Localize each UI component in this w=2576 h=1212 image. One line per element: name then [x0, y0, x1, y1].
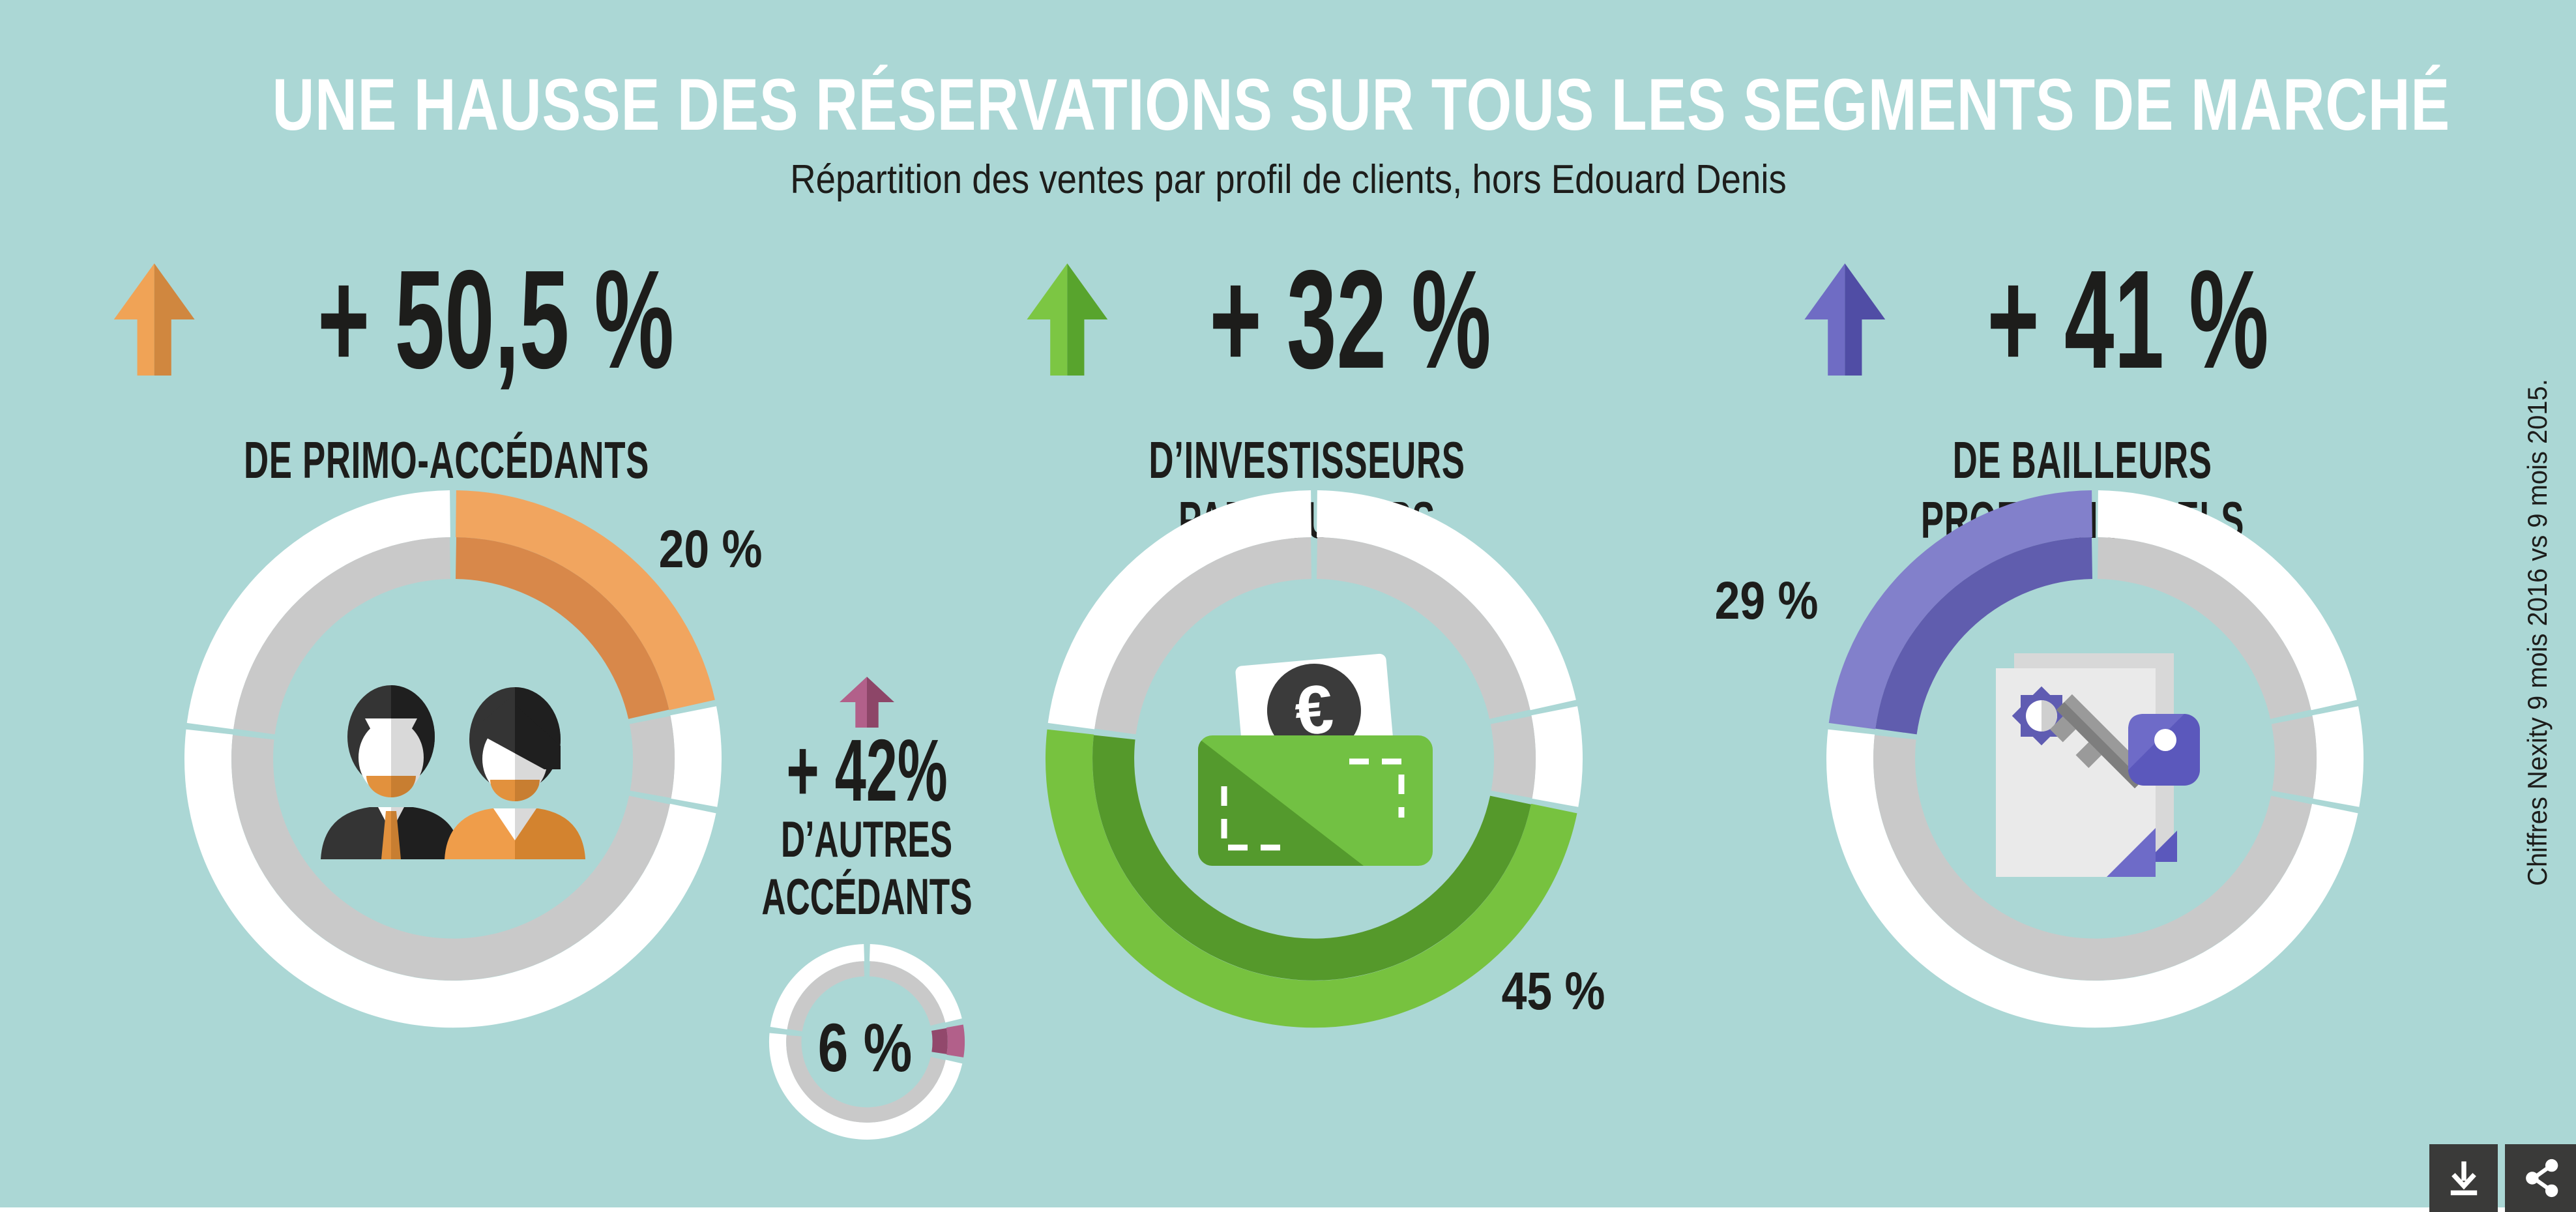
stat-bailleurs: + 41 %	[1804, 241, 2348, 398]
donut-chart-bailleurs	[1826, 490, 2364, 1028]
donut-segment-highlight	[456, 537, 669, 719]
donut-segment-base	[2098, 490, 2357, 711]
donut-segment-base	[2312, 706, 2364, 807]
arrow-up-green-icon	[1027, 263, 1108, 376]
stat-primo-accedants: + 50,5 %	[113, 241, 774, 398]
donut-chart-primo	[184, 490, 722, 1028]
donut-segment-base	[1317, 537, 1530, 719]
donut-segment-base	[1094, 537, 1311, 735]
donut-segment-base	[1873, 735, 2312, 981]
donut-segment-base	[869, 943, 962, 1023]
donut-segment-base	[670, 706, 722, 807]
donut-value-primo: 20 %	[658, 520, 763, 579]
donut-value-bailleurs: 29 %	[1714, 571, 1819, 630]
donut-segment-base	[2271, 716, 2317, 798]
donut-segment-base	[1317, 490, 1576, 711]
donut-segment-base	[184, 729, 716, 1028]
donut-segment-base	[869, 961, 946, 1026]
download-button[interactable]	[2429, 1144, 2498, 1212]
donut-segment-base	[1826, 729, 2358, 1028]
stat-investisseurs: + 32 %	[1027, 241, 1570, 398]
arrow-up-purple-icon	[1804, 263, 1886, 376]
arrow-up-orange-icon	[113, 263, 195, 376]
download-icon	[2450, 1161, 2477, 1196]
page-subtitle: Répartition des ventes par profil de cli…	[789, 157, 1787, 202]
page-title: UNE HAUSSE DES RÉSERVATIONS SUR TOUS LES…	[272, 64, 2450, 145]
donut-segment-base	[787, 961, 865, 1031]
donut-segment-highlight	[1045, 729, 1577, 1028]
donut-segment-highlight	[1875, 537, 2092, 735]
wallet-euro-icon: €	[1198, 653, 1433, 866]
stat-delta: + 50,5 %	[317, 241, 674, 398]
donut-segment-highlight	[1828, 490, 2092, 730]
bottom-edge-strip	[0, 1207, 2576, 1212]
donut-segment-highlight	[1092, 735, 1531, 981]
donut-segment-base	[186, 490, 450, 730]
donut-value-autres: 6 %	[817, 1010, 913, 1086]
share-button[interactable]	[2505, 1144, 2576, 1212]
donut-segment-base	[231, 735, 670, 981]
donut-segment-base	[1047, 490, 1311, 730]
donut-segment-base	[768, 1033, 963, 1140]
donut-segment-base	[1490, 716, 1536, 798]
stat-delta: + 41 %	[1987, 241, 2269, 398]
source-note: Chiffres Nexity 9 mois 2016 vs 9 mois 20…	[2522, 379, 2553, 886]
donut-chart-investisseurs: €	[1045, 490, 1583, 1028]
stat-label-autres: D’AUTRES ACCÉDANTS	[761, 810, 973, 925]
donut-segment-highlight	[946, 1024, 965, 1057]
donut-segment-base	[629, 716, 675, 798]
donut-segment-highlight	[931, 1027, 948, 1054]
donut-segment-base	[770, 943, 865, 1029]
stat-delta: + 32 %	[1209, 241, 1491, 398]
donut-segment-base	[786, 1035, 946, 1123]
stat-label-primo: DE PRIMO-ACCÉDANTS	[243, 431, 650, 489]
donut-segment-highlight	[456, 490, 715, 711]
donut-value-investisseurs: 45 %	[1501, 962, 1605, 1021]
donut-segment-base	[233, 537, 450, 735]
donut-segment-base	[1531, 706, 1583, 807]
donut-segment-base	[2098, 537, 2311, 719]
couple-icon	[321, 685, 585, 859]
arrow-up-pink-icon	[840, 677, 894, 731]
share-icon	[2525, 1159, 2558, 1198]
document-key-icon	[1996, 653, 2200, 877]
stat-delta-autres: + 42%	[786, 721, 948, 820]
donut-chart-autres	[768, 943, 965, 1140]
key-icon	[2049, 694, 2200, 789]
